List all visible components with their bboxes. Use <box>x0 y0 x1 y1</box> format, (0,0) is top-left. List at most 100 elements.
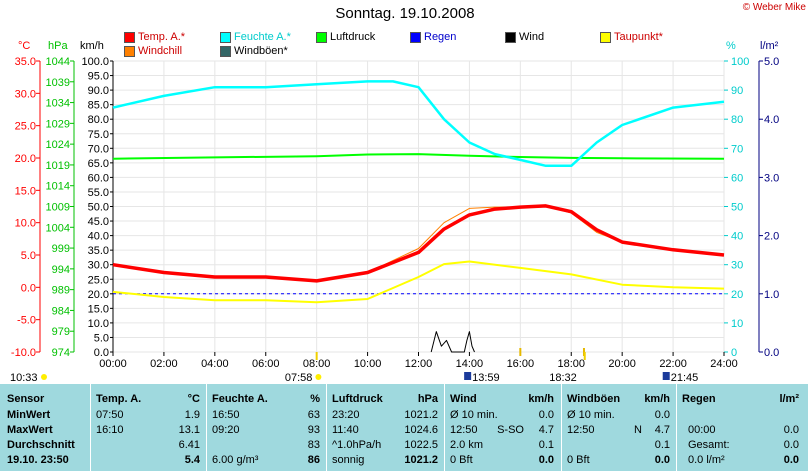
feuchte-value: 86 <box>307 454 320 466</box>
lm2-tick-label: 0.0 <box>764 347 779 359</box>
celsius-tick-label: 5.0 <box>21 250 36 262</box>
hpa-tick-label: 984 <box>52 305 70 317</box>
legend-label: Luftdruck <box>330 31 376 43</box>
temp-time: 16:10 <box>96 424 124 436</box>
kmh-tick-label: 25.0 <box>88 274 109 286</box>
kmh-tick-label: 15.0 <box>88 303 109 315</box>
time-tick-label: 22:00 <box>659 358 687 370</box>
celsius-tick-label: 10.0 <box>15 218 36 230</box>
legend-label: Temp. A.* <box>138 31 186 43</box>
luftdruck-value: 1021.2 <box>404 454 438 466</box>
series-line <box>112 204 725 283</box>
kmh-tick-label: 90.0 <box>88 85 109 97</box>
legend-swatch <box>124 45 135 57</box>
time-tick-label: 14:00 <box>456 358 484 370</box>
luftdruck-value: 1024.6 <box>404 424 438 436</box>
windboeen-info: Ø 10 min. <box>567 409 615 421</box>
celsius-tick-label: 30.0 <box>15 88 36 100</box>
legend-swatch <box>316 31 327 43</box>
celsius-tick-label: -10.0 <box>11 347 36 359</box>
wind-value: 0.0 <box>538 454 554 466</box>
temp-time: 07:50 <box>96 409 124 421</box>
legend-item: Wind <box>505 31 544 43</box>
legend-item: Luftdruck <box>316 31 375 43</box>
header-luftdruck-unit: hPa <box>417 393 438 405</box>
celsius-tick-label: 0.0 <box>21 282 36 294</box>
moonrise-icon <box>41 374 47 380</box>
regen-value: 0.0 <box>783 424 799 436</box>
hpa-tick-label: 1039 <box>46 77 70 89</box>
header-windboeen-unit: km/h <box>644 393 670 405</box>
header-luftdruck: Luftdruck <box>332 393 383 405</box>
hpa-tick-label: 979 <box>52 326 70 338</box>
kmh-tick-label: 100.0 <box>81 56 109 68</box>
lm2-tick-label: 3.0 <box>764 172 779 184</box>
time-tick-label: 24:00 <box>710 358 738 370</box>
regen-info: 00:00 <box>688 424 716 436</box>
wind-info: 2.0 km <box>450 439 484 451</box>
moonrise-time: 10:33 <box>10 372 38 384</box>
time-tick-label: 10:00 <box>354 358 382 370</box>
row-label: MinWert <box>7 409 51 421</box>
legend-label: Windchill <box>138 45 183 57</box>
windboeen-value: 0.0 <box>654 454 670 466</box>
sunset-time: 18:32 <box>549 372 577 384</box>
sunrise-time: 07:58 <box>285 372 313 384</box>
unit-lm2: l/m² <box>760 40 779 52</box>
time-tick-label: 16:00 <box>507 358 535 370</box>
legend-swatch <box>410 31 421 43</box>
kmh-tick-label: 55.0 <box>88 187 109 199</box>
unit-celsius: °C <box>18 40 31 52</box>
legend-item: Windböen* <box>220 45 288 57</box>
kmh-tick-label: 85.0 <box>88 100 109 112</box>
time-tick-label: 12:00 <box>405 358 433 370</box>
wind-info: Ø 10 min. <box>450 409 498 421</box>
kmh-tick-label: 60.0 <box>88 172 109 184</box>
celsius-tick-label: 35.0 <box>15 56 36 68</box>
wind-direction: S-SO <box>497 424 524 436</box>
pct-tick-label: 20 <box>731 289 743 301</box>
time-tick-label: 08:00 <box>303 358 331 370</box>
series-line <box>430 331 475 353</box>
legend-item: Regen <box>410 31 456 43</box>
wind-info: 0 Bft <box>450 454 473 466</box>
temp-value: 6.41 <box>178 439 200 451</box>
windboeen-info: 12:50 <box>567 424 595 436</box>
legend-label: Regen <box>424 31 457 43</box>
feuchte-value: 83 <box>307 439 320 451</box>
regen-info: Gesamt: <box>688 439 730 451</box>
kmh-tick-label: 70.0 <box>88 143 109 155</box>
time-tick-label: 00:00 <box>99 358 127 370</box>
celsius-tick-label: 15.0 <box>15 185 36 197</box>
feuchte-time: 09:20 <box>212 424 240 436</box>
pct-tick-label: 100 <box>731 56 749 68</box>
luftdruck-time: ^1.0hPa/h <box>332 439 382 451</box>
legend-swatch <box>220 31 231 43</box>
legend-item: Feuchte A.* <box>220 31 291 43</box>
hpa-tick-label: 989 <box>52 285 70 297</box>
hpa-tick-label: 1009 <box>46 202 70 214</box>
header-windboeen: Windböen <box>567 393 621 405</box>
windboeen-value: 0.1 <box>654 439 670 451</box>
header-regen-unit: l/m² <box>779 393 799 405</box>
hpa-tick-label: 1029 <box>46 118 70 130</box>
row-label: MaxWert <box>7 424 53 436</box>
unit-kmh: km/h <box>80 40 104 52</box>
luftdruck-value: 1021.2 <box>404 409 438 421</box>
luftdruck-value: 1022.5 <box>404 439 438 451</box>
hpa-tick-label: 1034 <box>46 98 70 110</box>
celsius-tick-label: -5.0 <box>17 315 36 327</box>
feuchte-time: 6.00 g/m³ <box>212 454 259 466</box>
kmh-tick-label: 45.0 <box>88 216 109 228</box>
kmh-tick-label: 80.0 <box>88 114 109 126</box>
kmh-tick-label: 35.0 <box>88 245 109 257</box>
pct-tick-label: 70 <box>731 143 743 155</box>
sun-icon <box>315 374 322 380</box>
wind-value: 4.7 <box>538 424 554 436</box>
wind-info: 12:50 <box>450 424 478 436</box>
feuchte-value: 93 <box>307 424 320 436</box>
moon-icon <box>662 372 670 380</box>
legend-label: Wind <box>519 31 545 43</box>
unit-hpa: hPa <box>48 40 68 52</box>
unit-pct: % <box>726 40 736 52</box>
